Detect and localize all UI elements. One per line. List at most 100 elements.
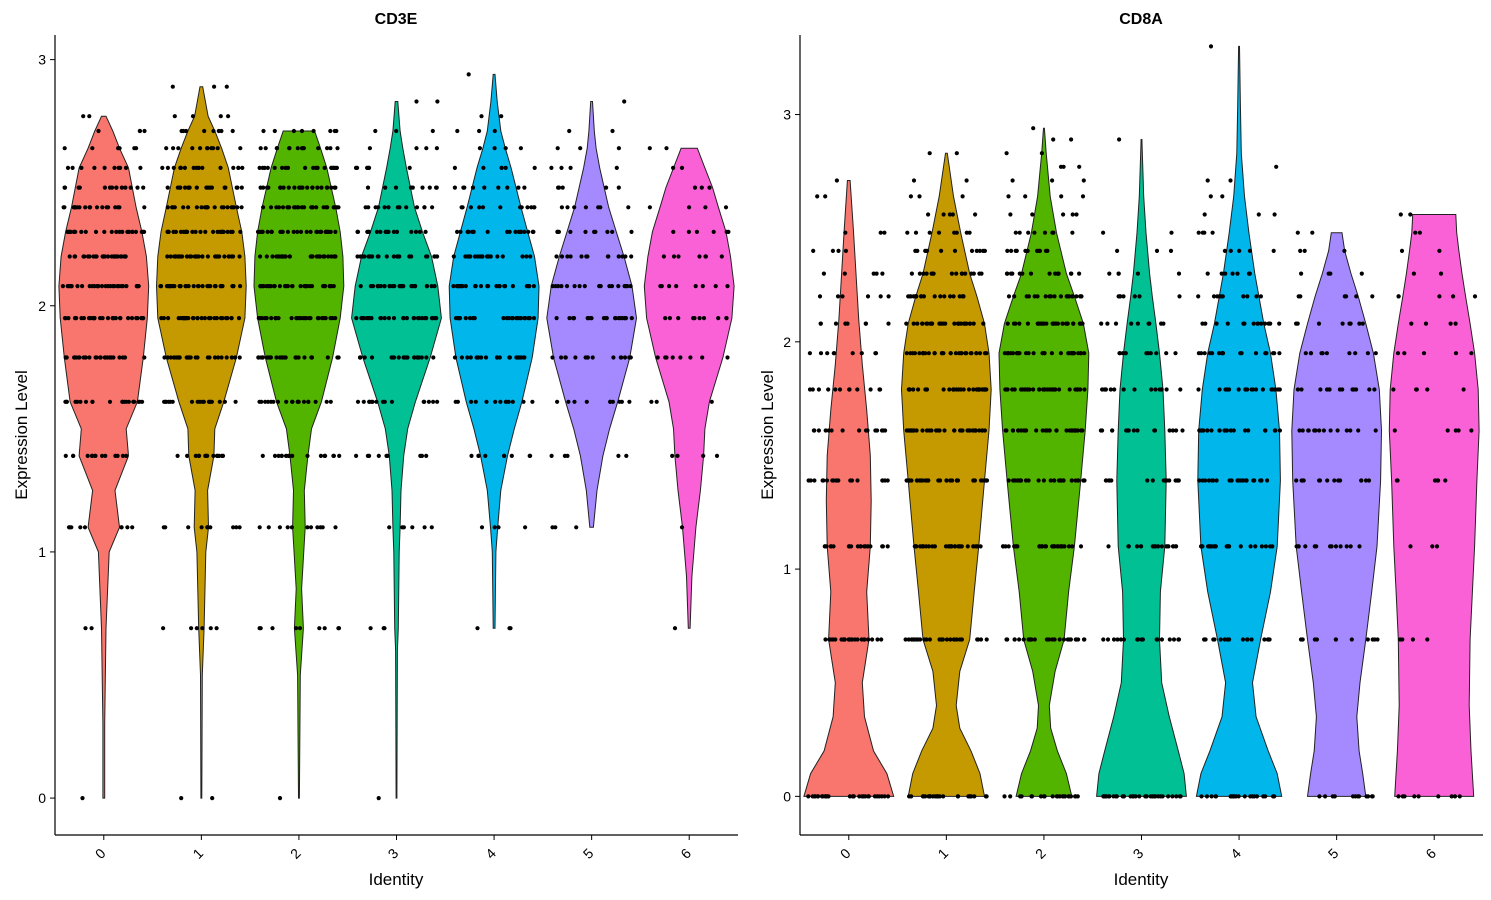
data-point (430, 128, 435, 134)
data-point (195, 316, 200, 321)
data-point (481, 165, 486, 170)
data-point (977, 248, 982, 253)
data-point (688, 355, 693, 360)
data-point (432, 254, 437, 259)
data-point (593, 229, 598, 234)
data-point (973, 212, 978, 217)
data-point (1171, 544, 1176, 549)
data-point (1277, 428, 1282, 433)
data-point (166, 229, 171, 234)
data-point (374, 229, 380, 234)
data-point (628, 284, 633, 289)
data-point (89, 453, 94, 458)
data-point (1367, 387, 1372, 392)
data-point (76, 355, 81, 360)
data-point (280, 355, 285, 360)
data-point (937, 637, 942, 642)
data-point (236, 165, 241, 170)
data-point (334, 128, 339, 134)
data-point (110, 316, 115, 321)
data-point (1073, 794, 1078, 799)
data-point (389, 355, 394, 360)
data-point (271, 399, 276, 404)
data-point (315, 525, 320, 530)
data-point (555, 399, 560, 404)
data-point (503, 284, 508, 289)
data-point (383, 185, 388, 190)
data-point (65, 165, 71, 170)
data-point (1070, 294, 1075, 299)
data-point (118, 165, 123, 170)
data-point (273, 316, 278, 321)
data-point (476, 453, 481, 458)
data-point (825, 794, 830, 799)
data-point (302, 205, 307, 210)
data-point (1249, 637, 1254, 642)
data-point (284, 284, 289, 289)
data-point (855, 387, 860, 392)
data-point (285, 205, 290, 210)
data-point (394, 229, 400, 234)
data-point (310, 205, 315, 210)
data-point (1061, 164, 1066, 169)
data-point (495, 254, 500, 259)
data-point (264, 284, 269, 289)
data-point (258, 284, 263, 289)
y-tick-label: 3 (783, 107, 791, 123)
data-point (566, 399, 571, 404)
data-point (1298, 294, 1303, 299)
data-point (573, 355, 578, 360)
data-point (199, 525, 204, 530)
data-point (510, 284, 515, 289)
data-point (629, 316, 634, 321)
data-point (208, 525, 213, 530)
data-point (1153, 544, 1158, 549)
data-point (1104, 478, 1109, 483)
data-point (605, 229, 610, 234)
data-point (1251, 478, 1256, 483)
data-point (414, 99, 419, 104)
data-point (92, 165, 97, 170)
data-point (1043, 544, 1048, 549)
data-point (1298, 248, 1303, 253)
data-point (1008, 271, 1014, 276)
data-point (501, 316, 506, 321)
data-point (318, 525, 323, 530)
data-point (1017, 230, 1022, 235)
data-point (940, 637, 946, 642)
data-point (585, 316, 590, 321)
data-point (1423, 321, 1429, 326)
data-point (1303, 544, 1308, 549)
data-point (1060, 544, 1065, 549)
data-point (1053, 271, 1058, 276)
data-point (332, 185, 337, 190)
data-point (982, 351, 988, 356)
x-axis-title: Identity (1114, 870, 1169, 889)
data-point (80, 796, 85, 801)
data-point (955, 794, 961, 799)
y-tick-label: 2 (38, 298, 46, 314)
data-point (1006, 294, 1012, 299)
data-point (671, 229, 676, 234)
data-point (306, 399, 311, 404)
data-point (120, 453, 125, 458)
data-point (367, 146, 372, 151)
data-point (850, 351, 855, 356)
data-point (1437, 248, 1442, 253)
data-point (483, 453, 488, 458)
violin-6 (643, 147, 735, 629)
data-point (290, 453, 295, 458)
data-point (80, 284, 85, 289)
data-point (123, 185, 128, 190)
data-point (833, 387, 838, 392)
data-point (613, 316, 618, 321)
data-point (1074, 637, 1079, 642)
data-point (1150, 478, 1155, 483)
data-point (69, 525, 74, 530)
data-point (1174, 794, 1179, 799)
data-point (984, 637, 989, 642)
data-point (285, 165, 291, 170)
data-point (1044, 637, 1049, 642)
data-point (1055, 544, 1060, 549)
data-point (1143, 794, 1148, 799)
